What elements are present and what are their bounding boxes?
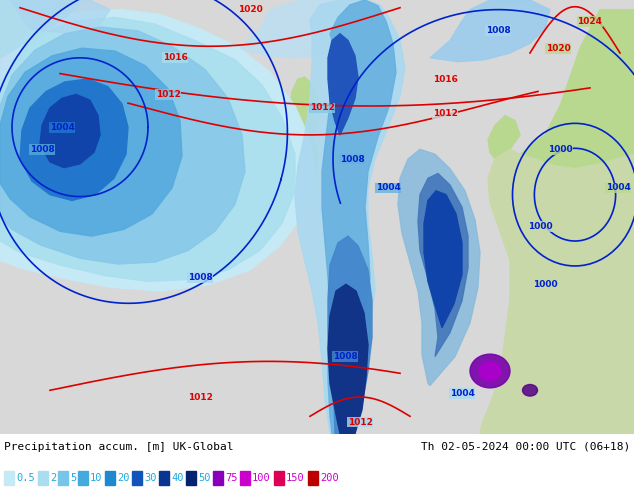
- Text: 1012: 1012: [432, 109, 458, 118]
- Polygon shape: [0, 27, 245, 264]
- Bar: [78, 471, 88, 485]
- Polygon shape: [520, 10, 634, 169]
- Polygon shape: [328, 34, 358, 135]
- Polygon shape: [240, 0, 370, 58]
- Text: 2: 2: [50, 473, 56, 483]
- Text: 1004: 1004: [605, 183, 630, 193]
- Text: 1008: 1008: [188, 273, 212, 282]
- Ellipse shape: [470, 354, 510, 388]
- Bar: [308, 471, 318, 485]
- Text: 1024: 1024: [578, 17, 602, 25]
- Ellipse shape: [324, 34, 332, 40]
- Polygon shape: [20, 79, 128, 200]
- Text: 150: 150: [286, 473, 305, 483]
- Text: 50: 50: [198, 473, 210, 483]
- Text: 1008: 1008: [486, 26, 510, 35]
- Text: 100: 100: [252, 473, 271, 483]
- Text: 10: 10: [90, 473, 103, 483]
- Bar: [4, 471, 14, 485]
- Text: 1004: 1004: [375, 183, 401, 193]
- Polygon shape: [40, 95, 100, 168]
- Text: 200: 200: [320, 473, 339, 483]
- Polygon shape: [418, 173, 468, 357]
- Text: 1016: 1016: [162, 53, 188, 62]
- Bar: [186, 471, 196, 485]
- Polygon shape: [322, 0, 396, 434]
- Ellipse shape: [522, 385, 538, 396]
- Polygon shape: [10, 0, 110, 34]
- Polygon shape: [0, 48, 182, 236]
- Text: 1012: 1012: [309, 103, 335, 112]
- Text: 1016: 1016: [432, 74, 458, 83]
- Text: 20: 20: [117, 473, 129, 483]
- Text: 1012: 1012: [188, 392, 212, 401]
- Polygon shape: [290, 77, 320, 145]
- Polygon shape: [0, 0, 60, 106]
- Ellipse shape: [479, 362, 501, 381]
- Polygon shape: [295, 0, 405, 434]
- Bar: [38, 471, 48, 485]
- Polygon shape: [328, 284, 368, 434]
- Polygon shape: [0, 0, 80, 58]
- Text: 1008: 1008: [30, 145, 55, 154]
- Polygon shape: [424, 191, 462, 328]
- Text: 1012: 1012: [347, 417, 372, 427]
- Text: 0.5: 0.5: [16, 473, 35, 483]
- Text: 5: 5: [70, 473, 76, 483]
- Text: 1004: 1004: [49, 122, 74, 132]
- Polygon shape: [398, 149, 480, 386]
- Text: Th 02-05-2024 00:00 UTC (06+18): Th 02-05-2024 00:00 UTC (06+18): [421, 441, 630, 452]
- Bar: [58, 471, 68, 485]
- Text: 75: 75: [225, 473, 238, 483]
- Text: 40: 40: [171, 473, 183, 483]
- Text: 1012: 1012: [155, 90, 181, 99]
- Bar: [240, 471, 250, 485]
- Bar: [105, 471, 115, 485]
- Polygon shape: [480, 149, 634, 434]
- Text: 1020: 1020: [238, 5, 262, 14]
- Text: 1000: 1000: [548, 145, 573, 154]
- Polygon shape: [328, 236, 372, 434]
- Text: 30: 30: [144, 473, 157, 483]
- Bar: [159, 471, 169, 485]
- Polygon shape: [290, 137, 318, 202]
- Polygon shape: [0, 17, 295, 281]
- Polygon shape: [488, 116, 520, 159]
- Text: 1000: 1000: [527, 222, 552, 231]
- Text: 1020: 1020: [546, 44, 571, 53]
- Bar: [213, 471, 223, 485]
- Text: 1008: 1008: [340, 154, 365, 164]
- Text: 1000: 1000: [533, 280, 557, 289]
- Text: 1008: 1008: [333, 352, 358, 361]
- Text: 1004: 1004: [450, 389, 474, 398]
- Bar: [132, 471, 142, 485]
- Bar: [274, 471, 284, 485]
- Polygon shape: [430, 0, 550, 62]
- Text: Precipitation accum. [m] UK-Global: Precipitation accum. [m] UK-Global: [4, 441, 233, 452]
- Polygon shape: [252, 123, 278, 171]
- Polygon shape: [0, 10, 315, 291]
- Ellipse shape: [312, 27, 324, 35]
